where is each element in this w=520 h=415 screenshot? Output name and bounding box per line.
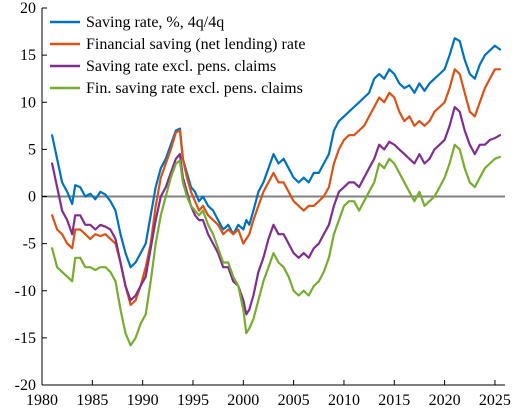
x-tick-label: 1990 [127,392,159,409]
x-axis: 1980 1985 1990 1995 2000 2005 2010 2015 2020 2025 [26,380,511,409]
y-tick-label: -10 [15,283,36,300]
legend-label-0: Saving rate, %, 4q/4q [86,14,224,31]
x-tick-label: 2025 [479,392,511,409]
x-tick-label: 2020 [429,392,461,409]
x-tick-label: 1995 [177,392,209,409]
y-tick-label: -15 [15,330,36,347]
y-tick-label: 5 [28,141,36,158]
y-tick-label: 10 [20,94,36,111]
y-tick-label: -5 [23,236,36,253]
y-tick-label: -20 [15,377,36,394]
legend: Saving rate, %, 4q/4q Financial saving (n… [50,14,305,97]
series-layer [51,37,502,347]
series-line-0 [51,37,502,269]
x-tick-label: 2015 [378,392,410,409]
x-tick-label: 1985 [76,392,108,409]
series-line-3 [51,143,502,347]
y-tick-label: 20 [20,0,36,17]
x-tick-label: 1980 [26,392,58,409]
y-axis: -20 -15 -10 -5 0 5 10 15 20 [15,0,47,394]
y-tick-label: 15 [20,47,36,64]
series-line-2 [51,105,502,316]
y-tick-label: 0 [28,189,36,206]
x-tick-label: 2005 [278,392,310,409]
series-line-1 [51,68,502,306]
x-tick-label: 2000 [227,392,259,409]
legend-label-2: Saving rate excl. pens. claims [86,58,276,75]
x-tick-label: 2010 [328,392,360,409]
legend-label-1: Financial saving (net lending) rate [86,36,305,53]
legend-label-3: Fin. saving rate excl. pens. claims [86,80,303,97]
